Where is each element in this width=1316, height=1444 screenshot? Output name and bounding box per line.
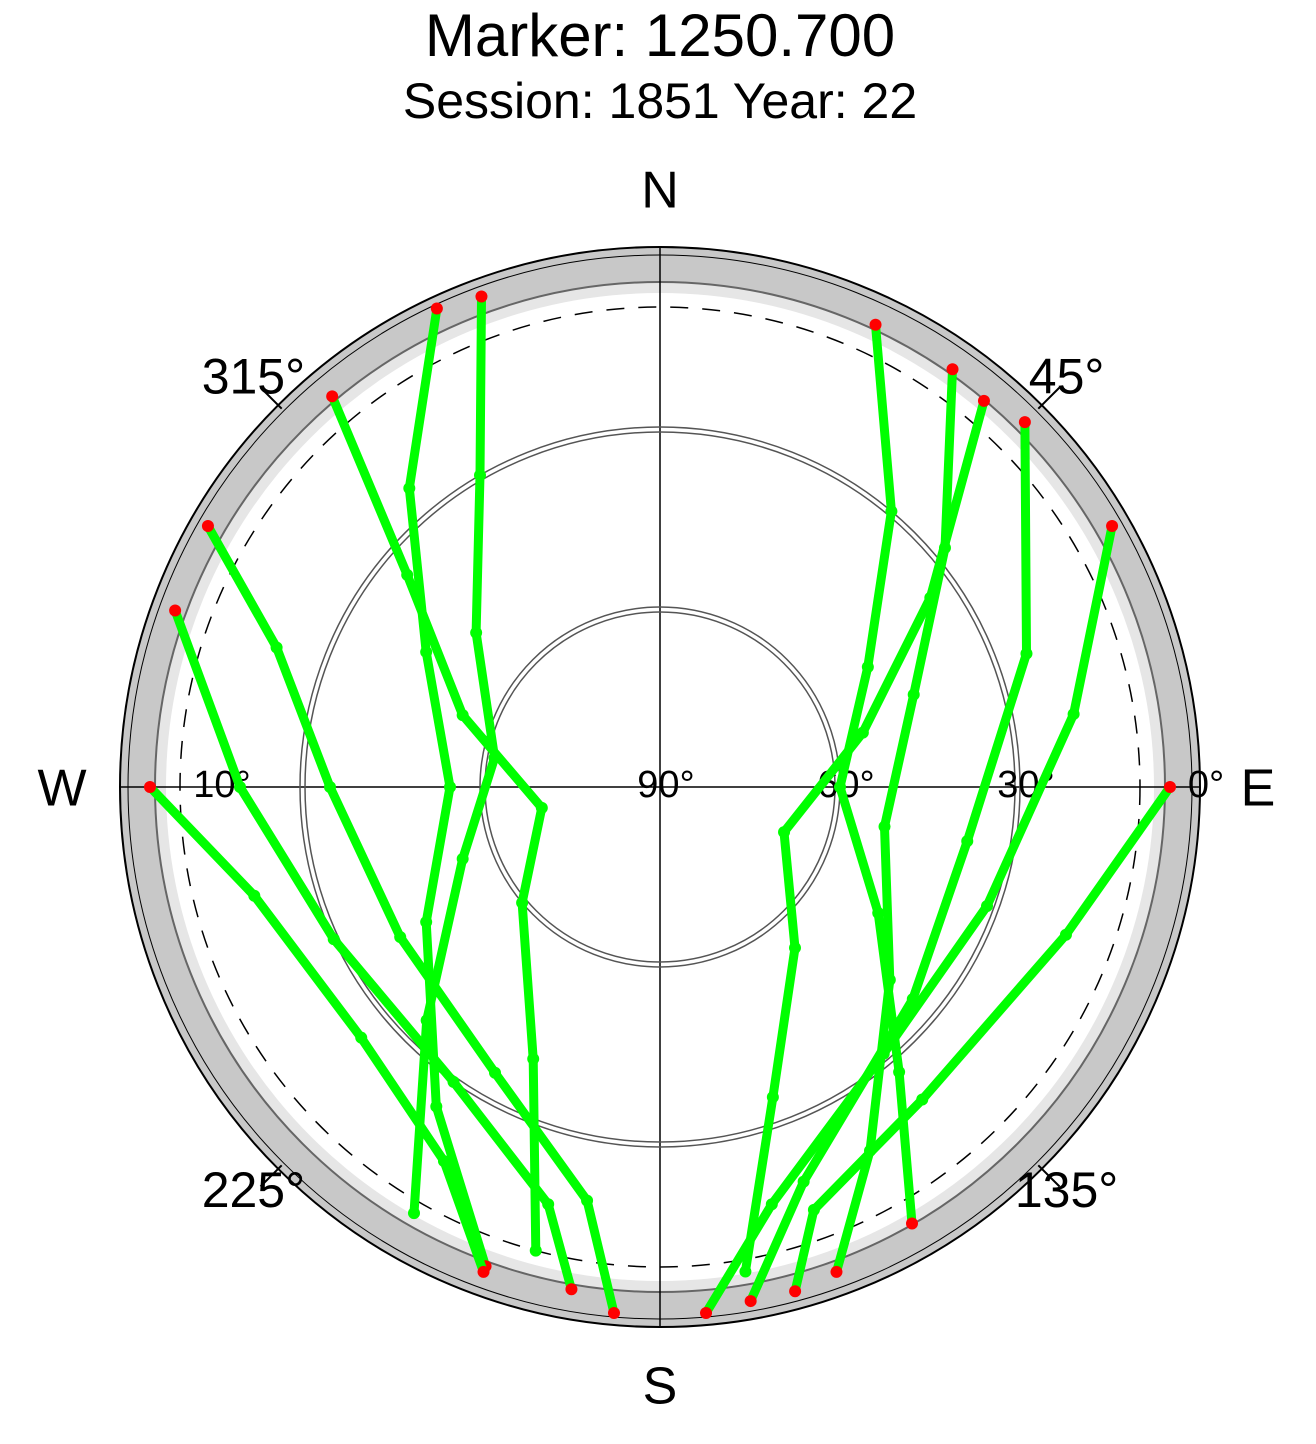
observation bbox=[893, 1065, 906, 1078]
direction-label: W bbox=[37, 760, 86, 818]
observation bbox=[474, 469, 486, 482]
observation bbox=[961, 835, 974, 848]
observation bbox=[766, 1091, 779, 1104]
observation bbox=[535, 801, 548, 814]
observation bbox=[326, 390, 339, 403]
observation bbox=[830, 1265, 843, 1278]
observation bbox=[248, 889, 261, 902]
observation bbox=[946, 363, 959, 376]
azimuth-tick bbox=[259, 1164, 283, 1188]
observation bbox=[878, 820, 891, 833]
track bbox=[701, 521, 1117, 1318]
observation bbox=[234, 781, 246, 793]
observation bbox=[607, 1306, 620, 1319]
observation bbox=[447, 1075, 460, 1088]
azimuth-tick bbox=[259, 386, 283, 410]
observation bbox=[885, 505, 898, 518]
observation bbox=[542, 1198, 555, 1211]
observation bbox=[420, 646, 433, 658]
azimuth-label: 225° bbox=[202, 1162, 305, 1218]
observation bbox=[906, 1217, 918, 1230]
observation bbox=[834, 781, 846, 793]
observation bbox=[324, 781, 336, 793]
observation bbox=[403, 482, 416, 495]
azimuth-tick bbox=[1037, 1164, 1061, 1188]
observation bbox=[475, 290, 488, 303]
direction-label: S bbox=[643, 1358, 678, 1416]
observation bbox=[872, 907, 885, 919]
elevation-label: 0° bbox=[1188, 764, 1224, 806]
observation bbox=[529, 1244, 542, 1257]
track bbox=[746, 417, 1031, 1306]
observation bbox=[907, 688, 920, 701]
observation bbox=[981, 900, 994, 913]
grid-circle-inner bbox=[304, 431, 1016, 1143]
observation bbox=[700, 1306, 713, 1319]
observation bbox=[977, 394, 990, 407]
observation bbox=[883, 973, 896, 986]
observation bbox=[788, 941, 801, 954]
mask-circle bbox=[179, 306, 1141, 1268]
observation bbox=[797, 1175, 810, 1188]
observation bbox=[408, 1207, 420, 1220]
observation bbox=[456, 709, 469, 722]
azimuth-label: 45° bbox=[1029, 349, 1105, 405]
elevation-label: 90° bbox=[637, 764, 694, 806]
observation bbox=[477, 1265, 490, 1278]
observation bbox=[144, 781, 156, 793]
observation bbox=[877, 1047, 890, 1060]
observation bbox=[739, 1265, 752, 1278]
grid-circle bbox=[299, 426, 1021, 1148]
observation bbox=[856, 726, 869, 739]
observation bbox=[789, 1285, 802, 1298]
observation bbox=[430, 1100, 443, 1113]
observation bbox=[444, 781, 456, 793]
observation bbox=[565, 1283, 578, 1296]
observation bbox=[527, 1052, 540, 1065]
direction-label: N bbox=[641, 162, 679, 220]
observation bbox=[765, 1198, 778, 1211]
observation bbox=[869, 318, 882, 331]
observation bbox=[1164, 781, 1176, 793]
track bbox=[170, 606, 576, 1294]
observation bbox=[489, 1066, 501, 1079]
observation bbox=[1067, 708, 1080, 721]
observation bbox=[401, 568, 414, 581]
observation bbox=[807, 1203, 820, 1216]
observation bbox=[169, 604, 182, 617]
observation bbox=[355, 1031, 368, 1044]
observation bbox=[1059, 928, 1072, 941]
observation bbox=[744, 1295, 757, 1308]
observation bbox=[1020, 647, 1033, 660]
observation bbox=[201, 520, 214, 532]
observation bbox=[420, 916, 433, 928]
observation bbox=[581, 1194, 594, 1207]
observation bbox=[327, 933, 340, 946]
observation bbox=[438, 1155, 450, 1168]
observation bbox=[456, 852, 469, 865]
chart-title: Marker: 1250.700 bbox=[425, 2, 895, 69]
observation bbox=[270, 641, 283, 654]
observation bbox=[861, 661, 874, 673]
observation bbox=[420, 1014, 433, 1027]
observation bbox=[470, 626, 483, 639]
observation bbox=[916, 1093, 929, 1106]
azimuth-label: 135° bbox=[1015, 1162, 1118, 1218]
observation bbox=[394, 931, 407, 943]
observation bbox=[516, 896, 529, 909]
direction-label: E bbox=[1241, 760, 1276, 818]
observation bbox=[1018, 416, 1031, 429]
azimuth-label: 315° bbox=[202, 349, 305, 405]
observation bbox=[1106, 520, 1119, 532]
observation bbox=[924, 591, 937, 604]
observation bbox=[430, 302, 443, 315]
azimuth-tick bbox=[1037, 386, 1061, 410]
observation bbox=[778, 826, 791, 839]
chart-subtitle: Session: 1851 Year: 22 bbox=[403, 73, 917, 129]
